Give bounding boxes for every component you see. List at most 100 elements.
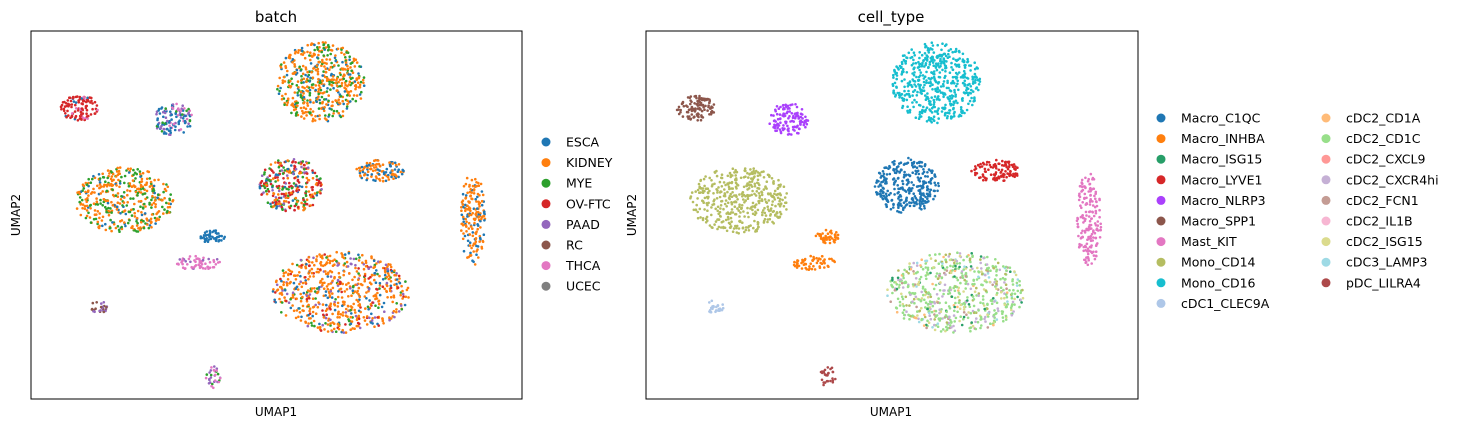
cell-type-point <box>938 89 941 92</box>
cell-type-point <box>731 230 735 233</box>
batch-point <box>474 237 478 240</box>
cell-type-point <box>953 309 956 313</box>
cell-type-point <box>927 65 930 69</box>
cell-type-point <box>778 117 782 121</box>
batch-point <box>362 167 366 170</box>
batch-point <box>280 192 284 196</box>
batch-point <box>474 240 478 243</box>
batch-point <box>211 266 215 269</box>
batch-point <box>462 249 466 253</box>
batch-point <box>395 308 398 311</box>
batch-point <box>337 64 340 67</box>
batch-point <box>286 69 289 73</box>
batch-point <box>358 171 362 175</box>
batch-point <box>343 90 347 93</box>
cell-type-point <box>953 269 957 273</box>
cell-type-point <box>712 103 716 106</box>
cell-type-point <box>933 95 937 98</box>
cell-type-point <box>812 257 816 261</box>
cell-type-point <box>929 117 933 121</box>
cell-type-point <box>900 281 904 285</box>
cell-type-point <box>1088 187 1092 191</box>
cell-type-point <box>916 169 920 173</box>
batch-point <box>480 247 484 250</box>
cell-type-point <box>800 261 803 265</box>
cell-type-point <box>877 180 880 183</box>
batch-point <box>212 386 215 390</box>
batch-point <box>476 210 480 214</box>
batch-point <box>362 84 366 87</box>
cell-type-point <box>993 300 996 303</box>
batch-point <box>400 284 403 288</box>
cell-type-point <box>698 96 701 100</box>
cell-type-point <box>936 277 940 281</box>
batch-point <box>293 165 297 169</box>
batch-point <box>370 274 374 277</box>
cell-type-point <box>1099 225 1103 229</box>
batch-point <box>302 291 306 295</box>
batch-point <box>279 86 282 90</box>
cell-type-point <box>948 55 951 59</box>
batch-point <box>277 193 280 196</box>
batch-point <box>477 184 481 187</box>
cell-type-point <box>917 283 920 287</box>
batch-point <box>200 236 204 240</box>
batch-point <box>145 177 149 181</box>
cell-type-point <box>912 272 916 276</box>
batch-point <box>208 229 212 233</box>
cell-type-point <box>919 83 922 87</box>
batch-point <box>317 95 320 98</box>
cell-type-point <box>1010 308 1013 312</box>
cell-type-point <box>937 98 941 101</box>
cell-type-point <box>830 257 833 261</box>
cell-type-point <box>964 282 967 286</box>
batch-point <box>290 186 294 190</box>
cell-type-point <box>879 192 882 196</box>
cell-type-point <box>728 181 731 185</box>
cell-type-point <box>953 88 956 92</box>
cell-type-point <box>995 270 998 273</box>
batch-point <box>387 173 390 177</box>
cell-type-point <box>966 282 970 286</box>
cell-type-point <box>912 204 916 208</box>
batch-point <box>68 96 72 100</box>
cell-type-point <box>783 112 786 116</box>
batch-point <box>354 263 357 267</box>
batch-point <box>401 292 405 296</box>
batch-point <box>349 90 353 93</box>
batch-point <box>305 176 309 180</box>
batch-point <box>104 205 107 209</box>
cell-type-point <box>940 48 943 52</box>
cell-type-point <box>917 60 920 64</box>
batch-point <box>357 259 361 262</box>
batch-point <box>313 192 317 195</box>
cell-type-point <box>723 202 727 206</box>
batch-point <box>120 227 124 231</box>
batch-point <box>302 204 306 207</box>
batch-point <box>296 175 300 178</box>
batch-point <box>373 265 377 269</box>
cell-type-point <box>772 114 775 117</box>
cell-type-cluster <box>708 299 725 314</box>
batch-point <box>276 87 279 91</box>
cell-type-point <box>696 188 700 192</box>
batch-point <box>311 76 315 79</box>
cell-type-point <box>928 190 931 194</box>
batch-point <box>199 265 203 269</box>
cell-type-point <box>930 106 934 110</box>
cell-type-point <box>690 105 694 109</box>
batch-point <box>276 84 280 88</box>
batch-point <box>371 169 375 173</box>
batch-point <box>81 107 84 111</box>
batch-point <box>260 179 264 183</box>
batch-point <box>336 89 339 92</box>
batch-point <box>347 90 351 94</box>
batch-point <box>282 166 285 169</box>
batch-point <box>305 300 309 303</box>
cell-type-point <box>949 264 952 268</box>
cell-type-point <box>699 216 702 219</box>
cell-type-point <box>697 98 701 102</box>
batch-point <box>299 90 303 94</box>
batch-point <box>269 163 273 166</box>
batch-point <box>163 196 166 200</box>
